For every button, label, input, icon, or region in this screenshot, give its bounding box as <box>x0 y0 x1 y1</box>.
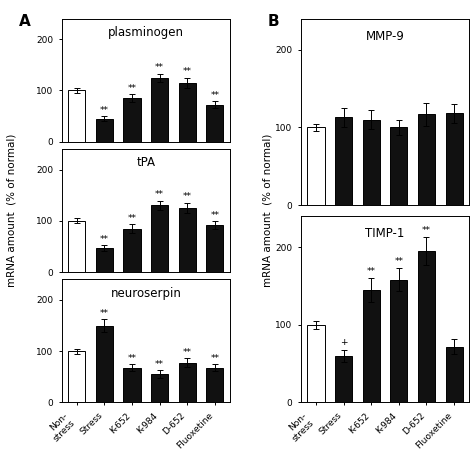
Text: B: B <box>268 14 280 29</box>
Text: **: ** <box>155 63 164 72</box>
Bar <box>308 127 325 205</box>
Text: neuroserpin: neuroserpin <box>110 287 181 300</box>
Bar <box>363 290 380 402</box>
Bar <box>123 228 141 272</box>
Text: **: ** <box>394 257 403 266</box>
Text: **: ** <box>155 359 164 369</box>
Bar <box>390 127 408 205</box>
Bar <box>418 251 435 402</box>
Bar <box>96 119 113 142</box>
Bar <box>418 114 435 205</box>
Text: **: ** <box>183 192 192 201</box>
Bar <box>151 205 168 272</box>
Text: +: + <box>340 338 347 347</box>
Bar <box>308 325 325 402</box>
Text: TIMP-1: TIMP-1 <box>365 227 405 241</box>
Text: **: ** <box>128 83 137 93</box>
Bar <box>68 90 85 142</box>
Text: **: ** <box>128 214 137 223</box>
Text: **: ** <box>210 211 219 220</box>
Text: **: ** <box>210 353 219 363</box>
Bar <box>446 113 463 205</box>
Bar <box>123 98 141 142</box>
Bar <box>68 351 85 402</box>
Bar <box>179 363 196 402</box>
Bar <box>390 280 408 402</box>
Text: **: ** <box>422 226 431 235</box>
Text: plasminogen: plasminogen <box>108 26 184 39</box>
Bar <box>206 225 223 272</box>
Bar <box>68 221 85 272</box>
Text: mRNA amount  (% of normal): mRNA amount (% of normal) <box>263 134 273 287</box>
Text: **: ** <box>100 309 109 318</box>
Text: A: A <box>19 14 31 29</box>
Bar <box>335 356 352 402</box>
Text: tPA: tPA <box>137 156 155 169</box>
Text: **: ** <box>100 106 109 115</box>
Text: **: ** <box>210 91 219 100</box>
Bar <box>179 208 196 272</box>
Text: mRNA amount  (% of normal): mRNA amount (% of normal) <box>7 134 17 287</box>
Text: **: ** <box>183 348 192 357</box>
Text: **: ** <box>128 353 137 363</box>
Text: MMP-9: MMP-9 <box>365 30 404 43</box>
Text: **: ** <box>183 67 192 76</box>
Bar <box>151 78 168 142</box>
Bar <box>363 120 380 205</box>
Bar <box>96 326 113 402</box>
Text: **: ** <box>367 267 376 276</box>
Bar <box>206 105 223 142</box>
Bar <box>206 368 223 402</box>
Bar <box>179 83 196 142</box>
Bar <box>151 374 168 402</box>
Bar <box>446 347 463 402</box>
Bar <box>335 117 352 205</box>
Text: **: ** <box>100 235 109 244</box>
Bar <box>96 248 113 272</box>
Text: **: ** <box>155 190 164 199</box>
Bar <box>123 368 141 402</box>
